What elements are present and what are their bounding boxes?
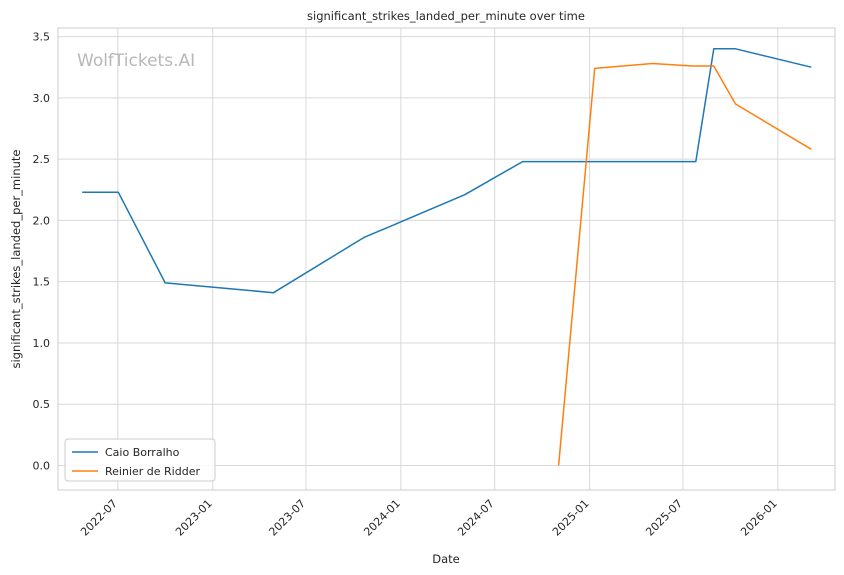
data-point-caio-borralho [522,161,524,163]
legend-label-caio-borralho: Caio Borralho [105,446,180,459]
legend-label-reinier-de-ridder: Reinier de Ridder [105,465,200,478]
legend-box [64,438,216,482]
data-point-reinier-de-ridder [691,65,693,67]
data-point-caio-borralho [363,237,365,239]
data-point-caio-borralho [273,292,275,294]
data-point-caio-borralho [695,161,697,163]
series-line-reinier-de-ridder [557,62,812,466]
y-tick-label: 0.0 [33,459,51,472]
y-tick-label: 0.5 [33,398,51,411]
y-tick-label: 1.0 [33,337,51,350]
y-tick-label: 1.5 [33,276,51,289]
y-tick-label: 2.0 [33,214,51,227]
data-point-reinier-de-ridder [713,65,715,67]
series-layer [81,48,812,466]
y-tick-label: 3.0 [33,92,51,105]
chart-title: significant_strikes_landed_per_minute ov… [307,9,585,23]
y-tick-label: 3.5 [33,31,51,44]
series-line-caio-borralho [82,48,812,294]
data-point-caio-borralho [734,48,736,50]
data-point-reinier-de-ridder [651,63,653,65]
data-point-caio-borralho [464,194,466,196]
grid-lines [58,28,835,490]
x-axis-label: Date [432,552,460,566]
y-axis-label: significant_strikes_landed_per_minute [9,150,23,369]
data-point-caio-borralho [810,66,812,68]
data-point-reinier-de-ridder [594,67,596,69]
data-point-caio-borralho [81,191,83,193]
data-point-reinier-de-ridder [734,103,736,105]
plot-frame [57,27,836,491]
data-point-caio-borralho [713,48,715,50]
plot-area [58,28,835,490]
data-point-reinier-de-ridder [558,464,560,466]
y-tick-labels: 0.0 0.5 1.0 1.5 2.0 2.5 3.0 3.5 [33,31,51,473]
data-point-reinier-de-ridder [810,148,812,150]
y-tick-label: 2.5 [33,153,51,166]
watermark: WolfTickets.AI [77,51,195,71]
data-point-caio-borralho [117,191,119,193]
data-point-caio-borralho [164,282,166,284]
legend: Caio Borralho Reinier de Ridder [64,438,216,482]
